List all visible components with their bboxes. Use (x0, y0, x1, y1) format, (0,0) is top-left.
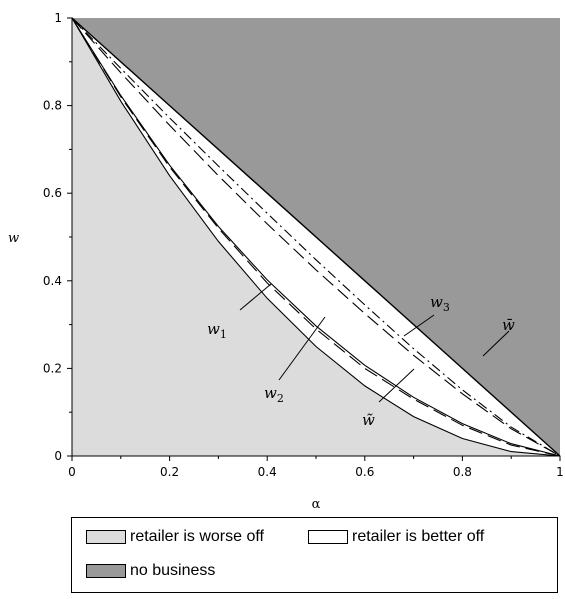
leader-w1 (239, 283, 272, 311)
legend-label-no-business: no business (130, 562, 216, 579)
curve-annotations (239, 283, 510, 403)
y-tick-label: 1 (54, 11, 62, 25)
y-tick-label: 0.6 (43, 186, 62, 200)
x-axis-label: α (312, 497, 321, 512)
series-line-3 (71, 17, 561, 457)
x-tick-label: 0 (68, 465, 76, 479)
series-line-2 (71, 17, 561, 457)
legend-label-worse-off: retailer is worse off (130, 528, 264, 545)
leader-wbar (482, 330, 510, 357)
y-tick-label: 0 (54, 449, 62, 463)
x-tick-label: 0.8 (453, 465, 472, 479)
legend-swatch-no-business (86, 564, 126, 578)
series-line-5 (71, 17, 561, 457)
leader-w2 (278, 316, 326, 381)
label-wtilde: w̃ (362, 411, 375, 429)
label-w2: w2 (264, 384, 284, 405)
legend-swatch-worse-off (86, 530, 126, 544)
y-tick-label: 0.8 (43, 99, 62, 113)
legend-label-better-off: retailer is better off (352, 528, 485, 545)
series-line-4 (71, 17, 561, 457)
legend: retailer is worse off retailer is better… (71, 517, 558, 593)
chart: 0 0.2 0.4 0.6 0.8 1 0 0.2 0.4 0.6 0.8 1 w α w1 w2 w… (8, 11, 564, 512)
x-tick-label: 1 (556, 465, 564, 479)
leader-wtilde (378, 368, 415, 403)
label-w1: w1 (207, 320, 227, 341)
series-line-1 (71, 17, 561, 457)
series-line-0 (71, 17, 561, 457)
label-wbar: w̄ (502, 316, 515, 334)
legend-item-better-off: retailer is better off (308, 528, 484, 546)
region-no-business (72, 18, 560, 456)
x-tick-label: 0.6 (355, 465, 374, 479)
y-axis-label: w (8, 231, 19, 246)
legend-item-no-business: no business (86, 562, 215, 580)
series-layer (71, 17, 561, 457)
legend-swatch-better-off (308, 530, 348, 544)
legend-item-worse-off: retailer is worse off (86, 528, 264, 546)
leader-w3 (403, 314, 435, 337)
label-w3: w3 (430, 293, 450, 314)
x-tick-label: 0.2 (160, 465, 179, 479)
x-tick-label: 0.4 (258, 465, 277, 479)
y-tick-label: 0.4 (43, 274, 62, 288)
region-worse-off (72, 18, 560, 456)
tick-layer: 0 0.2 0.4 0.6 0.8 1 0 0.2 0.4 0.6 0.8 1 (43, 11, 564, 479)
y-tick-label: 0.2 (43, 361, 62, 375)
